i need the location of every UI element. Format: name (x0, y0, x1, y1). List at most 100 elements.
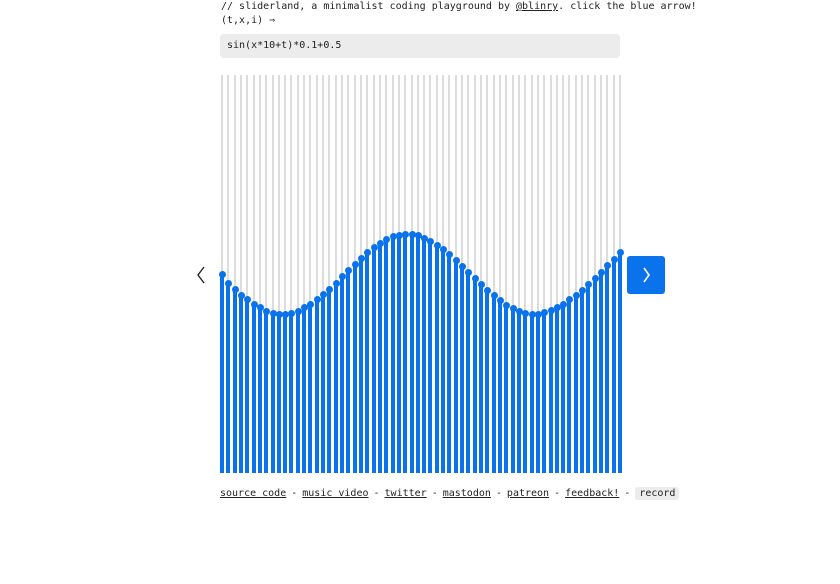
slider[interactable] (604, 75, 612, 473)
slider[interactable] (263, 75, 271, 473)
slider-knob[interactable] (307, 300, 315, 308)
slider[interactable] (225, 75, 233, 473)
slider[interactable] (364, 75, 372, 473)
slider-knob[interactable] (282, 310, 290, 318)
slider[interactable] (370, 75, 378, 473)
slider[interactable] (534, 75, 542, 473)
slider-knob[interactable] (237, 291, 245, 299)
slider-knob[interactable] (339, 273, 347, 281)
slider-knob[interactable] (288, 309, 296, 317)
slider[interactable] (515, 75, 523, 473)
slider[interactable] (414, 75, 422, 473)
slider[interactable] (250, 75, 258, 473)
record-button[interactable]: record (635, 487, 680, 500)
slider[interactable] (275, 75, 283, 473)
slider[interactable] (345, 75, 353, 473)
slider[interactable] (326, 75, 334, 473)
slider[interactable] (560, 75, 568, 473)
slider[interactable] (440, 75, 448, 473)
slider-knob[interactable] (478, 281, 486, 289)
slider-knob[interactable] (263, 307, 271, 315)
slider[interactable] (490, 75, 498, 473)
slider-knob[interactable] (617, 249, 624, 257)
slider[interactable] (244, 75, 252, 473)
slider-knob[interactable] (446, 251, 454, 259)
slider[interactable] (446, 75, 454, 473)
slider-knob[interactable] (326, 285, 334, 293)
slider[interactable] (553, 75, 561, 473)
slider[interactable] (256, 75, 264, 473)
slider[interactable] (313, 75, 321, 473)
slider-knob[interactable] (301, 304, 309, 312)
slider[interactable] (541, 75, 549, 473)
slider-knob[interactable] (566, 296, 574, 304)
twitter-link[interactable]: twitter (384, 488, 427, 499)
slider-knob[interactable] (547, 307, 555, 315)
slider-knob[interactable] (345, 267, 353, 275)
expression-input[interactable]: sin(x*10+t)*0.1+0.5 (220, 34, 620, 58)
slider-knob[interactable] (471, 275, 479, 283)
slider-knob[interactable] (256, 304, 264, 312)
slider-knob[interactable] (433, 241, 441, 249)
music-video-link[interactable]: music video (302, 488, 369, 499)
slider-knob[interactable] (585, 280, 593, 288)
slider[interactable] (579, 75, 587, 473)
slider-knob[interactable] (541, 309, 549, 317)
slider[interactable] (452, 75, 460, 473)
slider[interactable] (591, 75, 599, 473)
slider-knob[interactable] (553, 304, 561, 312)
slider-knob[interactable] (560, 300, 568, 308)
slider[interactable] (427, 75, 435, 473)
slider-knob[interactable] (598, 268, 606, 276)
next-arrow-button[interactable] (627, 256, 665, 294)
slider-knob[interactable] (579, 286, 587, 294)
slider-knob[interactable] (313, 296, 321, 304)
slider[interactable] (566, 75, 574, 473)
slider-knob[interactable] (515, 308, 523, 316)
slider[interactable] (528, 75, 536, 473)
slider[interactable] (471, 75, 479, 473)
slider-knob[interactable] (231, 285, 239, 293)
mastodon-link[interactable]: mastodon (442, 488, 491, 499)
slider-knob[interactable] (389, 233, 397, 241)
slider-knob[interactable] (395, 231, 403, 239)
slider-knob[interactable] (376, 239, 384, 247)
slider[interactable] (357, 75, 365, 473)
slider-knob[interactable] (219, 271, 226, 278)
slider-knob[interactable] (370, 243, 378, 251)
slider-knob[interactable] (484, 287, 492, 295)
slider-knob[interactable] (414, 232, 422, 240)
slider[interactable] (610, 75, 618, 473)
slider[interactable] (376, 75, 384, 473)
author-link[interactable]: @blinry (516, 1, 559, 12)
slider[interactable] (332, 75, 340, 473)
slider[interactable] (585, 75, 593, 473)
slider[interactable] (231, 75, 239, 473)
slider-knob[interactable] (250, 300, 258, 308)
slider-knob[interactable] (591, 274, 599, 282)
slider[interactable] (478, 75, 486, 473)
slider-knob[interactable] (351, 260, 359, 268)
slider-knob[interactable] (244, 296, 252, 304)
slider[interactable] (389, 75, 397, 473)
slider-knob[interactable] (503, 301, 511, 309)
patreon-link[interactable]: patreon (506, 488, 550, 499)
slider[interactable] (395, 75, 403, 473)
slider[interactable] (288, 75, 296, 473)
slider-knob[interactable] (269, 309, 277, 317)
slider-knob[interactable] (402, 231, 410, 239)
slider-knob[interactable] (408, 231, 416, 239)
feedback-link[interactable]: feedback! (565, 488, 620, 499)
slider-knob[interactable] (383, 235, 391, 243)
slider[interactable] (433, 75, 441, 473)
slider[interactable] (402, 75, 410, 473)
slider[interactable] (301, 75, 309, 473)
slider-knob[interactable] (528, 310, 536, 318)
slider[interactable] (320, 75, 328, 473)
slider-knob[interactable] (572, 292, 580, 300)
slider-knob[interactable] (534, 310, 542, 318)
slider-knob[interactable] (452, 256, 460, 264)
slider-knob[interactable] (357, 254, 365, 262)
slider[interactable] (503, 75, 511, 473)
slider[interactable] (547, 75, 555, 473)
